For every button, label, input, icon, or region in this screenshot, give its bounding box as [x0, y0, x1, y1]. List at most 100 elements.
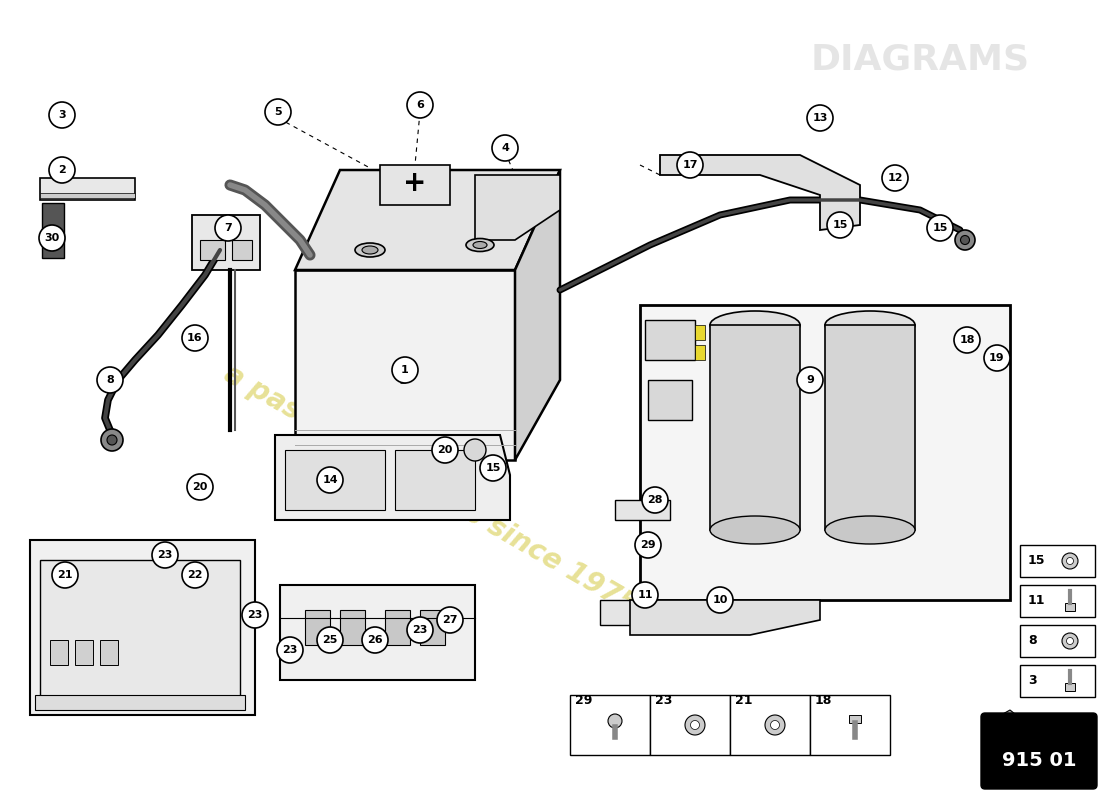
Bar — [395, 450, 475, 510]
Text: 15: 15 — [833, 220, 848, 230]
Polygon shape — [475, 175, 560, 240]
Circle shape — [39, 225, 65, 251]
Text: 1: 1 — [399, 374, 407, 386]
Polygon shape — [42, 670, 87, 708]
Circle shape — [362, 627, 388, 653]
Circle shape — [97, 367, 123, 393]
Bar — [100, 640, 118, 665]
Bar — [710, 325, 800, 530]
Circle shape — [187, 474, 213, 500]
Bar — [285, 450, 385, 510]
Text: 1: 1 — [402, 365, 409, 375]
Text: 22: 22 — [187, 570, 202, 580]
Text: 28: 28 — [647, 495, 662, 505]
Circle shape — [927, 215, 953, 241]
Text: 17: 17 — [682, 160, 697, 170]
Circle shape — [182, 325, 208, 351]
Ellipse shape — [770, 721, 780, 730]
Text: 23: 23 — [654, 694, 672, 707]
Polygon shape — [280, 585, 475, 680]
Polygon shape — [615, 500, 670, 520]
Text: 11: 11 — [637, 590, 652, 600]
Ellipse shape — [608, 714, 622, 728]
Bar — [1020, 545, 1094, 577]
Circle shape — [807, 105, 833, 131]
Text: 15: 15 — [933, 223, 948, 233]
Polygon shape — [30, 540, 255, 715]
Circle shape — [676, 152, 703, 178]
Ellipse shape — [1062, 633, 1078, 649]
Bar — [42, 203, 64, 258]
Ellipse shape — [955, 230, 975, 250]
Bar — [232, 240, 252, 260]
Text: 9: 9 — [806, 375, 814, 385]
Text: 30: 30 — [44, 233, 59, 243]
Circle shape — [635, 532, 661, 558]
Ellipse shape — [473, 242, 487, 249]
Circle shape — [152, 542, 178, 568]
Circle shape — [798, 367, 823, 393]
Circle shape — [214, 215, 241, 241]
Text: 13: 13 — [812, 113, 827, 123]
Circle shape — [392, 357, 418, 383]
Bar — [340, 610, 365, 645]
Bar — [825, 325, 915, 530]
Text: 2: 2 — [58, 165, 66, 175]
Text: 16: 16 — [187, 333, 202, 343]
Ellipse shape — [101, 429, 123, 451]
Circle shape — [432, 437, 458, 463]
Circle shape — [827, 212, 853, 238]
Ellipse shape — [107, 435, 117, 445]
Polygon shape — [660, 155, 860, 230]
FancyBboxPatch shape — [981, 713, 1097, 789]
Circle shape — [954, 327, 980, 353]
Circle shape — [277, 637, 302, 663]
Bar — [570, 695, 650, 755]
Ellipse shape — [825, 311, 915, 339]
Ellipse shape — [710, 516, 800, 544]
Text: 20: 20 — [192, 482, 208, 492]
Ellipse shape — [1067, 638, 1074, 645]
Text: 10: 10 — [713, 595, 728, 605]
Text: 23: 23 — [157, 550, 173, 560]
Text: 23: 23 — [283, 645, 298, 655]
Ellipse shape — [710, 311, 800, 339]
Polygon shape — [379, 165, 450, 205]
Text: 15: 15 — [1028, 554, 1045, 567]
Bar — [1020, 625, 1094, 657]
Polygon shape — [295, 170, 560, 270]
Text: 12: 12 — [888, 173, 903, 183]
Circle shape — [642, 487, 668, 513]
Bar — [1065, 603, 1075, 611]
Bar — [650, 695, 730, 755]
Text: 8: 8 — [106, 375, 114, 385]
Bar — [1065, 683, 1075, 691]
Ellipse shape — [1062, 553, 1078, 569]
Bar — [305, 610, 330, 645]
Bar — [35, 695, 245, 710]
Bar — [1020, 585, 1094, 617]
Ellipse shape — [355, 243, 385, 257]
Bar — [810, 695, 890, 755]
Bar — [1020, 665, 1094, 697]
Text: 19: 19 — [989, 353, 1004, 363]
Ellipse shape — [1067, 558, 1074, 565]
Text: a passion for parts since 1975: a passion for parts since 1975 — [219, 360, 641, 620]
Text: +: + — [404, 169, 427, 197]
Circle shape — [317, 627, 343, 653]
Bar — [50, 640, 68, 665]
Ellipse shape — [464, 439, 486, 461]
Bar — [40, 193, 135, 198]
Text: 5: 5 — [274, 107, 282, 117]
Text: 29: 29 — [575, 694, 593, 707]
Circle shape — [492, 135, 518, 161]
Ellipse shape — [466, 238, 494, 251]
Text: 6: 6 — [416, 100, 424, 110]
Text: 23: 23 — [248, 610, 263, 620]
Circle shape — [52, 562, 78, 588]
Text: 11: 11 — [1028, 594, 1045, 607]
Bar — [385, 610, 410, 645]
Ellipse shape — [691, 721, 700, 730]
Text: 4: 4 — [502, 143, 509, 153]
Text: 26: 26 — [367, 635, 383, 645]
